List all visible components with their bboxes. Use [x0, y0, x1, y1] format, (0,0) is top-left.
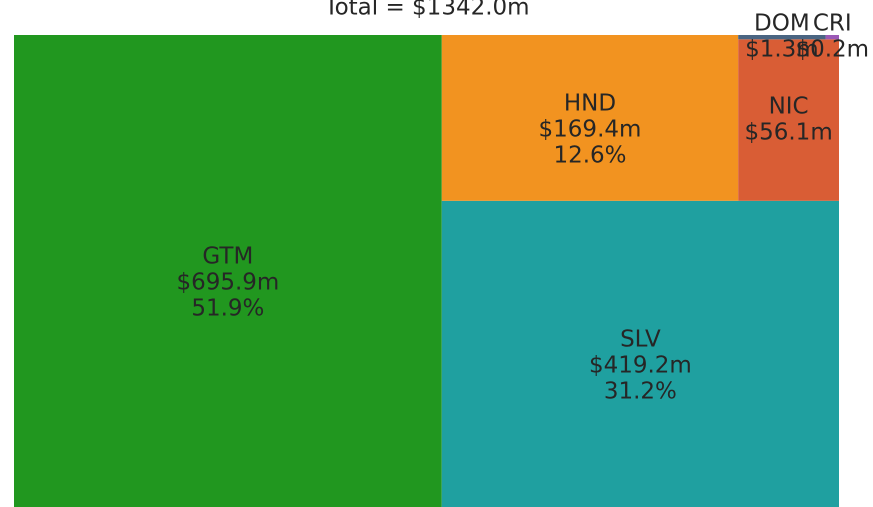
tile-share: 12.6% — [553, 142, 626, 168]
tile-value: $419.2m — [589, 352, 692, 378]
tile-value: $1.3m — [745, 37, 819, 63]
chart-title: Total = $1342.0m — [323, 0, 529, 21]
tile-share: 31.2% — [604, 378, 677, 404]
tile-label: HND — [564, 90, 616, 116]
tile-label: NIC — [769, 94, 809, 120]
tile-value: $56.1m — [744, 120, 832, 146]
tile-label: SLV — [620, 326, 661, 352]
tile — [441, 35, 739, 201]
tile-value: $0.2m — [795, 37, 869, 63]
tile — [825, 35, 839, 40]
tile-label: CRI — [813, 11, 852, 37]
tile-label: DOM — [754, 11, 810, 37]
tile — [738, 35, 826, 40]
tile-share: 51.9% — [191, 296, 264, 322]
tile — [738, 39, 839, 201]
tile-label: GTM — [202, 244, 253, 270]
tile-value: $695.9m — [176, 270, 279, 296]
tile — [441, 200, 839, 507]
tile-value: $169.4m — [539, 116, 642, 142]
tile — [14, 35, 442, 507]
